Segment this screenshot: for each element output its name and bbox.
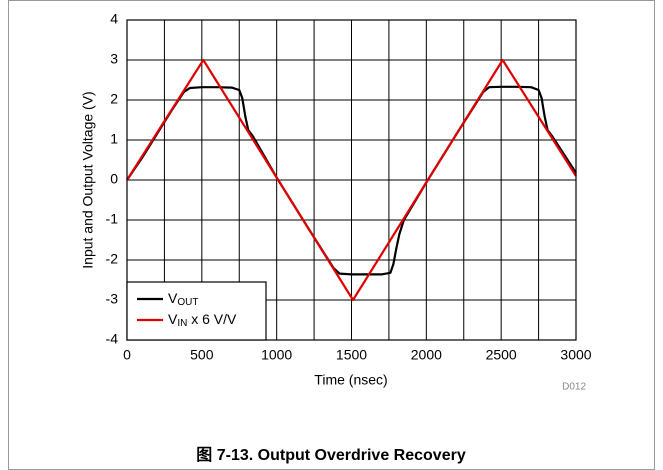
y-tick-label: -1 [106, 211, 119, 227]
y-tick-label: 4 [110, 11, 118, 27]
y-axis-label: Input and Output Voltage (V) [80, 91, 96, 268]
y-tick-label: -3 [106, 291, 119, 307]
y-tick-label: 3 [110, 51, 118, 67]
y-tick-label: -4 [106, 331, 119, 347]
legend-label-base: V [168, 290, 178, 306]
x-tick-label: 0 [123, 347, 131, 363]
legend-label-base: V [168, 311, 178, 327]
legend-box [126, 281, 267, 341]
x-tick-label: 2000 [411, 347, 442, 363]
legend-label-sub: OUT [177, 297, 198, 308]
data-line [126, 85, 577, 276]
x-tick-label: 2500 [486, 347, 517, 363]
x-tick-label: 500 [190, 347, 214, 363]
data-line [126, 58, 577, 302]
y-tick-label: 1 [110, 131, 118, 147]
x-axis-label: Time (nsec) [314, 372, 387, 388]
x-tick-label: 1500 [336, 347, 367, 363]
y-tick-label: -2 [106, 251, 119, 267]
x-tick-label: 3000 [560, 347, 591, 363]
x-tick-label: 1000 [261, 347, 292, 363]
y-tick-label: 2 [110, 91, 118, 107]
legend-label: VOUT [168, 290, 198, 308]
legend-label: VIN x 6 V/V [168, 311, 237, 329]
legend-label-suffix: x 6 V/V [187, 311, 237, 327]
figure-code: D012 [562, 382, 586, 393]
caption: 图 7-13. Output Overdrive Recovery [196, 446, 466, 464]
legend-label-sub: IN [177, 318, 187, 329]
y-tick-label: 0 [110, 171, 118, 187]
plot-frame [126, 19, 577, 341]
